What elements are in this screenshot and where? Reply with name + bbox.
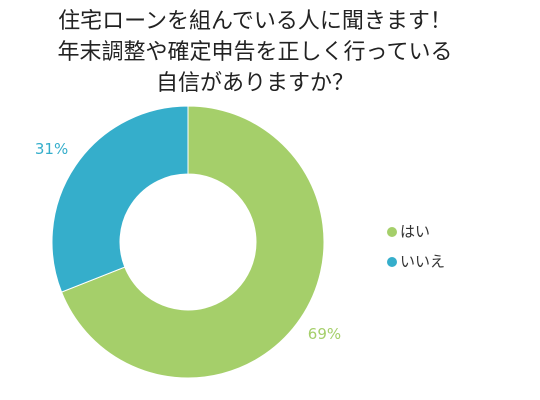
chart-title: 年末調整や確定申告を正しく行っている xyxy=(58,40,453,65)
legend-marker xyxy=(387,257,397,267)
donut-slice xyxy=(51,105,189,293)
value-label: 69% xyxy=(308,325,341,343)
legend-label: いいえ xyxy=(400,253,445,271)
donut-slice xyxy=(60,105,325,379)
legend-marker xyxy=(387,227,397,237)
value-label: 31% xyxy=(35,140,68,158)
legend-label: はい xyxy=(400,223,430,241)
chart-title: 住宅ローンを組んでいる人に聞きます！ xyxy=(58,9,452,34)
chart-title: 自信がありますか？ xyxy=(156,71,354,96)
